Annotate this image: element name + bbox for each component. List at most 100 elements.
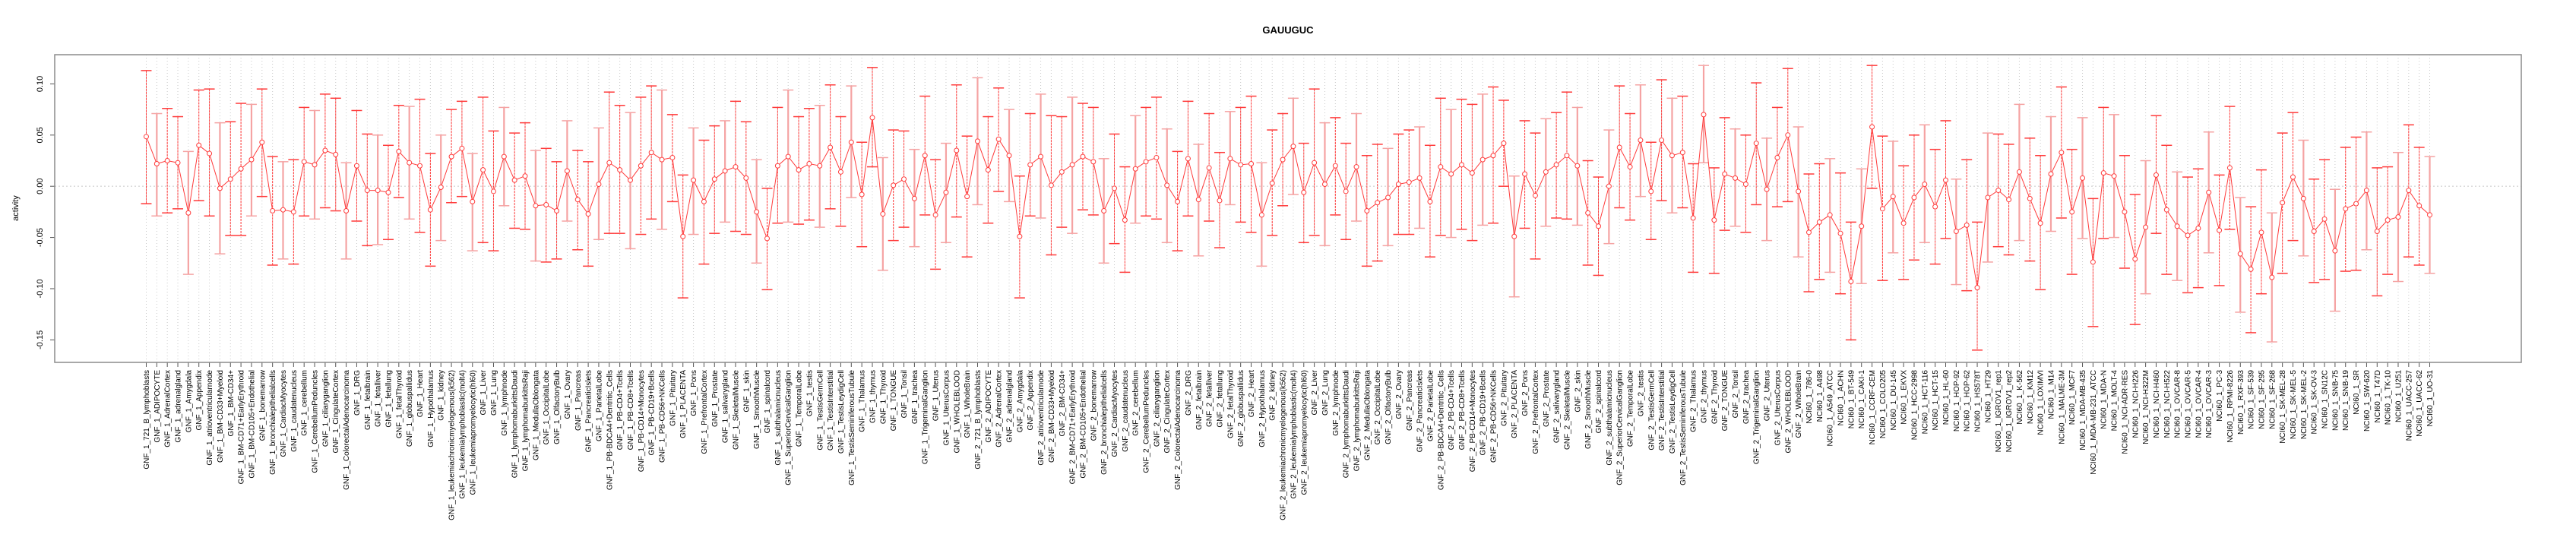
data-point: [733, 164, 739, 170]
data-point: [2090, 259, 2096, 265]
data-point: [1574, 163, 1581, 169]
data-point: [1827, 212, 1833, 218]
data-point: [1490, 153, 1496, 159]
data-point: [1733, 175, 1739, 181]
y-axis: -0.15 -0.10 -0.05 0.00 0.05 0.10: [36, 76, 55, 349]
data-point: [511, 177, 517, 183]
data-point: [1995, 188, 2002, 194]
data-point: [1679, 150, 1685, 156]
x-tick-label: GNF_2_PLACENTA: [1511, 370, 1519, 438]
data-point: [2163, 207, 2169, 213]
data-point: [2353, 201, 2359, 207]
x-tick-label: GNF_1_globuspallidus: [406, 370, 414, 447]
x-tick-label: GNF_2_leukemiapromyelocytic(hl60): [1300, 370, 1309, 495]
data-point: [1585, 210, 1591, 216]
x-tick-label: NCI60_1_OVCAR-8: [2174, 370, 2182, 438]
data-point: [1501, 141, 1507, 147]
x-tick-label: NCI60_1_M14: [2047, 370, 2055, 419]
x-tick-label: NCI60_1_MOLT-4: [2111, 370, 2119, 432]
x-tick-label: GNF_1_fetalliver: [375, 369, 383, 427]
data-point: [1816, 219, 1822, 225]
x-tick-label: GNF_1_lymphomaburkittsRaji: [522, 370, 530, 471]
x-tick-label: GNF_1_Uterus: [932, 370, 941, 421]
data-point: [1479, 157, 1486, 163]
data-point: [974, 138, 980, 144]
data-point: [2111, 173, 2117, 179]
data-point: [2143, 224, 2149, 230]
x-tick-label: NCI60_1_NCI-H226: [2131, 370, 2140, 438]
data-point: [1175, 198, 1181, 204]
data-point: [1711, 217, 1717, 223]
data-point: [1164, 182, 1170, 188]
x-tick-label: GNF_1_PB-CD14+Monocytes: [638, 370, 646, 472]
data-point: [764, 236, 771, 242]
x-tick-label: NCI60_1_MDA-MB-435: [2079, 370, 2087, 451]
error-bar: [204, 88, 215, 217]
x-tick-label: GNF_1_thymus: [869, 370, 877, 423]
data-point: [1911, 194, 1917, 201]
x-tick-label: GNF_1_ADIPOCYTE: [153, 370, 162, 443]
data-point: [417, 163, 423, 169]
x-tick-label: GNF_2_SuperiorCervicalGanglion: [1616, 370, 1625, 485]
data-point: [175, 160, 181, 166]
data-point: [1448, 171, 1454, 177]
x-tick-label: GNF_1_PrefrontalCortex: [701, 370, 709, 454]
data-point: [754, 209, 760, 215]
x-tick-label: GNF_2_PancreaticIslets: [1416, 370, 1425, 452]
x-tick-label: GNF_1_PB-CD19+Bcells: [648, 370, 657, 456]
data-point: [1069, 162, 1075, 168]
data-point: [985, 167, 991, 173]
x-tick-label: NCI60_1_HL-60: [1942, 370, 1951, 425]
data-point: [2395, 214, 2401, 220]
x-tick-label: GNF_1_UterusCorpus: [942, 370, 951, 445]
x-tick-label: GNF_2_BM-CD33+Myeloid: [1048, 370, 1056, 463]
data-point: [785, 153, 791, 160]
data-point: [2037, 220, 2043, 226]
data-point: [554, 208, 560, 214]
data-point: [1017, 233, 1023, 239]
x-tick-label: GNF_2_leukemialymphoblastic(molt4): [1290, 370, 1298, 499]
x-tick-label: GNF_1_WholeBrain: [964, 370, 972, 438]
data-point: [701, 198, 707, 204]
data-point: [1837, 230, 1843, 236]
x-axis: GNF_1_721_B_lymphoblasts GNF_1_ADIPOCYTE G…: [143, 362, 2435, 520]
x-tick-label: NCI60_1_SK-OV-3: [2311, 370, 2319, 435]
x-tick-label: GNF_2_subthalamicnucleus: [1606, 370, 1614, 466]
error-bar: [141, 70, 152, 204]
data-point: [1416, 175, 1422, 181]
x-tick-label: GNF_2_PB-BDCA4+Dentritic_Cells: [1437, 370, 1445, 490]
data-points: [143, 112, 2433, 291]
x-tick-label: GNF_2_testis: [1637, 370, 1645, 416]
data-point: [1974, 285, 1980, 291]
data-point: [954, 147, 960, 153]
x-tick-label: NCI60_1_SN12C: [2321, 370, 2330, 428]
data-point: [859, 191, 865, 198]
x-tick-label: GNF_1_PLACENTA: [679, 370, 688, 438]
data-point: [207, 150, 213, 157]
error-bar: [646, 85, 657, 220]
data-point: [1985, 194, 1991, 201]
x-tick-label: GNF_1_leukemiapromyelocytic(hl60): [469, 370, 477, 495]
y-tick-label: -0.15: [36, 330, 45, 349]
x-tick-label: GNF_1_salivarygland: [722, 370, 730, 443]
x-tick-label: GNF_2_BM-CD71+EarlyErythroid: [1069, 370, 1078, 484]
chart-title: GAUUGUC: [1262, 24, 1314, 36]
x-tick-label: GNF_1_SkeletalMuscle: [732, 370, 740, 450]
x-tick-label: GNF_2_Ovary: [1395, 370, 1404, 419]
error-bars: [141, 65, 2435, 351]
x-tick-label: GNF_1_OlfactoryBulb: [553, 370, 562, 444]
data-point: [2416, 203, 2423, 209]
x-tick-label: NCI60_1_SW-620: [2363, 370, 2372, 432]
data-point: [891, 182, 897, 188]
x-tick-label: GNF_2_atrioventricularnode: [1037, 370, 1046, 466]
x-tick-label: GNF_2_Pituitary: [1500, 370, 1508, 426]
x-tick-label: NCI60_1_COLO205: [1879, 370, 1888, 438]
data-point: [364, 188, 370, 194]
x-tick-label: GNF_2_Thyroid: [1710, 370, 1719, 424]
x-tick-label: GNF_2_caudatenucleus: [1122, 370, 1130, 452]
data-point: [2269, 274, 2275, 280]
x-tick-label: GNF_1_SmoothMuscle: [753, 370, 761, 449]
data-point: [217, 185, 223, 191]
data-point: [153, 161, 160, 167]
data-point: [1511, 233, 1517, 239]
